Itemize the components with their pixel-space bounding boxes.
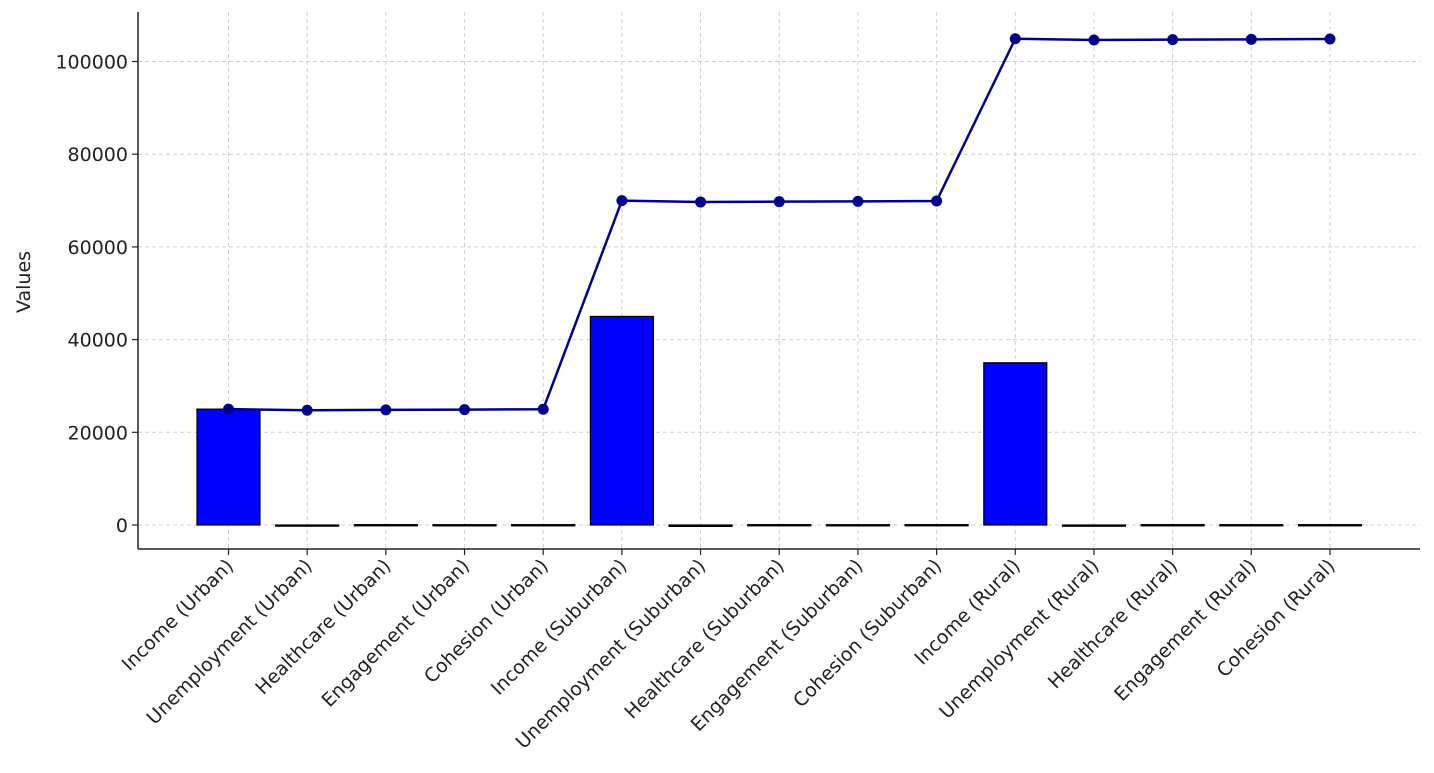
bar (432, 524, 497, 527)
line-point (1088, 34, 1100, 46)
x-tick-label: Unemployment (Urban) (143, 555, 317, 729)
grid (138, 12, 1420, 549)
bar (511, 524, 576, 527)
x-tick-label: Healthcare (Rural) (1044, 555, 1182, 693)
bar (747, 524, 812, 527)
axes (132, 12, 1420, 555)
y-tick-label: 20000 (68, 422, 128, 444)
y-tick-label: 0 (116, 515, 128, 537)
line-point (931, 195, 943, 207)
bar (196, 408, 261, 526)
x-tick-label: Healthcare (Suburban) (620, 555, 788, 723)
y-tick-label: 60000 (68, 237, 128, 259)
bar (275, 524, 340, 527)
bar (589, 315, 654, 526)
line-point (1167, 34, 1179, 46)
bar (825, 524, 891, 527)
line-point (773, 196, 785, 208)
line-point (616, 195, 628, 207)
bar (1140, 524, 1205, 527)
cumulative-line-series (223, 33, 1336, 416)
x-tick-label: Engagement (Urban) (317, 555, 474, 712)
bar (983, 362, 1048, 526)
line-point (301, 404, 313, 416)
x-tick-label: Healthcare (Urban) (251, 555, 395, 699)
y-tick-label: 80000 (68, 144, 128, 166)
line-point (1009, 33, 1021, 45)
line-point (1245, 33, 1257, 45)
x-tick-label: Income (Suburban) (487, 555, 632, 700)
x-tick-label: Unemployment (Rural) (935, 555, 1103, 723)
line-point (459, 404, 471, 416)
x-tick-label: Engagement (Rural) (1110, 555, 1261, 706)
bar (353, 524, 418, 527)
line-point (852, 195, 864, 207)
bar (1061, 524, 1127, 527)
bar (904, 524, 969, 527)
y-tick-label: 100000 (55, 52, 128, 74)
bar-series (196, 315, 1363, 527)
x-tick-label: Cohesion (Suburban) (789, 555, 946, 712)
bar (1297, 524, 1363, 527)
y-axis-label: Values (13, 251, 35, 313)
y-tick-label: 40000 (68, 330, 128, 352)
line-point (537, 403, 549, 415)
line-point (1324, 33, 1336, 45)
line-point (380, 404, 392, 416)
bar (668, 524, 733, 527)
line-point (695, 196, 707, 208)
line-point (223, 403, 234, 415)
bar (1219, 524, 1284, 527)
